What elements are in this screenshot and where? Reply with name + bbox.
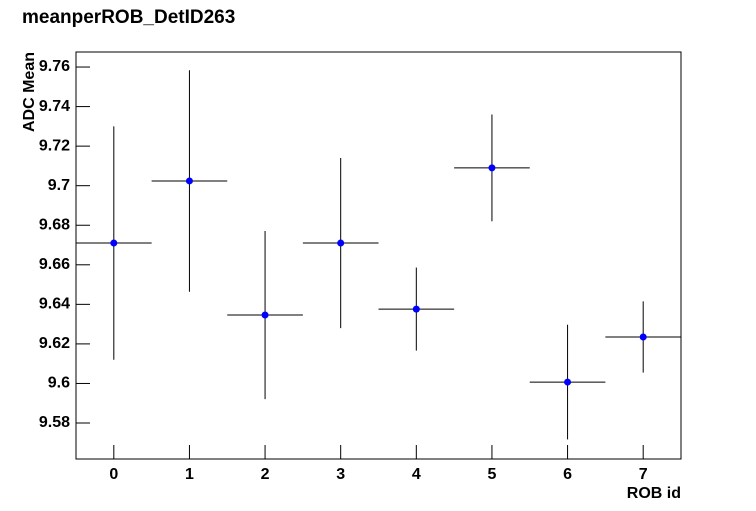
x-tick-label: 3 [336,466,345,483]
point [261,311,269,319]
y-tick-label: 9.6 [48,375,70,392]
y-tick-label: 9.64 [39,296,70,313]
y-axis-label: ADC Mean [21,52,38,132]
y-tick-label: 9.58 [39,414,70,431]
x-axis-label: ROB id [627,485,681,502]
point [337,239,345,247]
frame [75,51,682,460]
y-tick-label: 9.62 [39,335,70,352]
y-tick-label: 9.76 [39,58,70,75]
y-tick-label: 9.66 [39,256,70,273]
point [564,378,572,386]
x-tick-label: 0 [109,466,118,483]
point [185,177,193,185]
chart-title: meanperROB_DetID263 [22,7,235,28]
point [488,164,496,172]
x-tick-label: 2 [261,466,270,483]
y-tick-label: 9.68 [39,216,70,233]
point [639,333,647,341]
x-tick-label: 5 [487,466,496,483]
x-tick-label: 6 [563,466,572,483]
y-tick-label: 9.74 [39,98,70,115]
point [412,305,420,313]
x-tick-label: 1 [185,466,194,483]
y-tick-label: 9.7 [48,177,70,194]
y-tick-label: 9.72 [39,137,70,154]
x-tick-label: 7 [639,466,648,483]
x-tick-label: 4 [412,466,421,483]
point [110,239,118,247]
